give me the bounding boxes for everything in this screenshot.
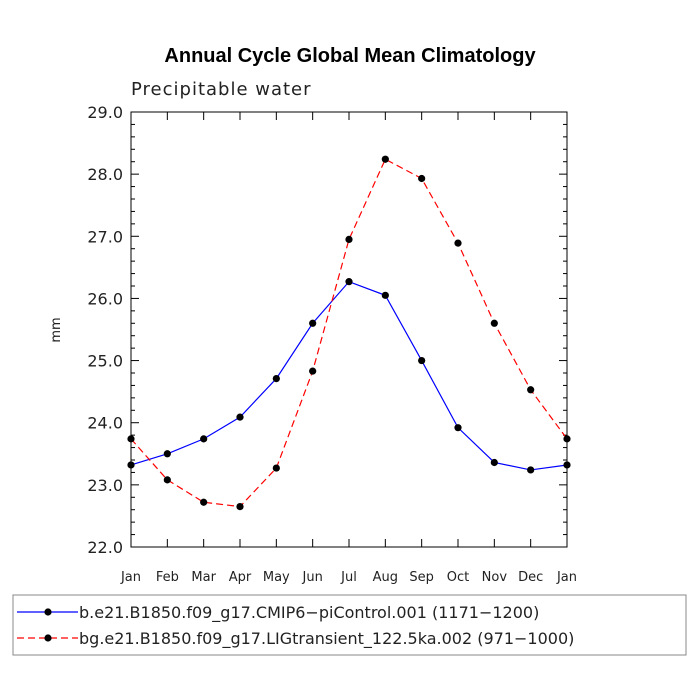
series-1-point [272,374,280,383]
series-1-point [127,461,135,469]
y-tick-label: 26.0 [87,289,123,308]
series-2-point [272,464,280,472]
series-1-point [454,424,462,432]
x-tick-label: Jan [556,570,577,585]
series-2-line [130,158,568,508]
series-1-point [563,461,571,469]
series-layer [127,155,571,511]
x-tick-label: Aug [373,570,398,585]
y-tick-label: 22.0 [87,538,123,557]
x-tick-label: Oct [447,570,469,585]
series-2-point [345,235,353,243]
series-2-point [454,239,462,247]
legend-label-1: b.e21.B1850.f09_g17.CMIP6−piControl.001 … [79,603,539,623]
legend-label-2: bg.e21.B1850.f09_g17.LIGtransient_122.5k… [79,629,574,649]
series-1-point [163,450,171,458]
series-2-point [200,498,208,506]
series-1-line [130,280,568,471]
x-tick-label: Feb [156,570,179,585]
y-tick-label: 24.0 [87,414,123,433]
x-tick-label: Jul [340,570,357,585]
series-1-point [381,291,389,299]
series-1-point [490,458,498,467]
y-tick-label: 23.0 [87,476,123,495]
x-tick-label: Jun [302,570,323,585]
y-tick-label: 25.0 [87,352,123,371]
x-tick-label: Mar [191,570,216,585]
legend [12,594,687,656]
plot-frame [130,111,568,548]
y-tick-label: 29.0 [87,103,123,122]
x-tick-label: Sep [409,570,434,585]
series-2-point [563,435,571,443]
x-tick-label: May [263,570,290,585]
series-1-point [345,278,353,286]
x-tick-label: Dec [518,570,543,585]
y-tick-label: 27.0 [87,227,123,246]
series-1-point [236,413,244,421]
series-2-point [381,155,389,163]
legend-marker-2 [44,634,52,642]
series-1-point [309,319,317,327]
chart-subtitle: Precipitable water [131,79,312,100]
legend-entries: b.e21.B1850.f09_g17.CMIP6−piControl.001 … [17,603,574,649]
legend-marker-1 [44,608,52,616]
series-2-point [163,476,171,484]
series-2-point [309,367,317,375]
series-2-point [127,435,135,443]
ticks-layer: 22.0 23.0 24.0 25.0 26.0 27.0 28.0 29.0 Jan Feb Ma… [87,103,577,585]
chart-title: Annual Cycle Global Mean Climatology [164,45,536,67]
series-1-point [418,356,426,365]
series-2-point [490,319,498,327]
x-tick-label: Jan [120,570,141,585]
x-tick-label: Nov [482,570,508,585]
x-tick-label: Apr [229,570,252,585]
series-2-point [527,386,535,394]
series-2-point [236,503,244,511]
y-axis-label: mm [49,317,64,342]
series-1-point [527,466,535,474]
series-2-point [418,174,426,183]
y-tick-label: 28.0 [87,165,123,184]
series-1-point [200,435,208,443]
